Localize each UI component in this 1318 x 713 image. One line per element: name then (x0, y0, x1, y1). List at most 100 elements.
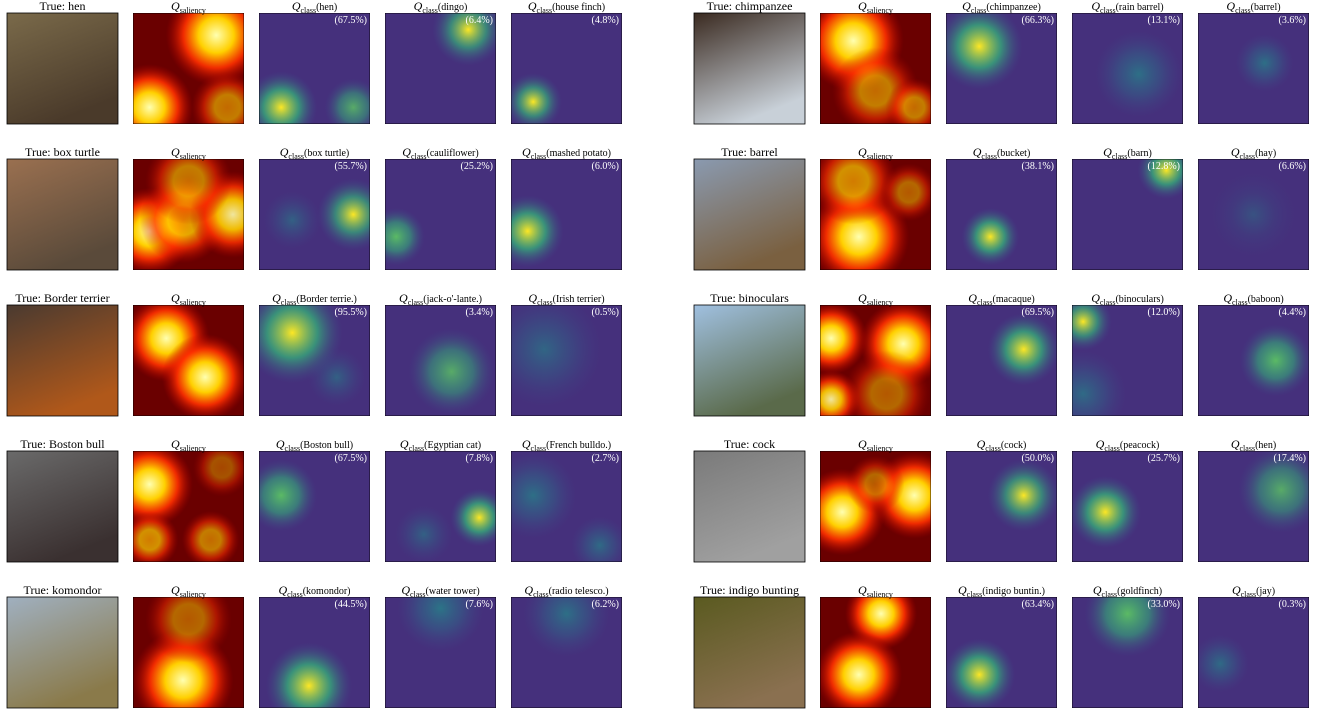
title-subscript: class (287, 590, 303, 599)
title-symbol: Q (968, 291, 977, 305)
map-title: Qsaliency (858, 145, 893, 161)
title-symbol: Q (171, 145, 180, 159)
title-subscript: class (1112, 152, 1128, 161)
map-title: Qsaliency (858, 583, 893, 599)
map-title: Qclass(goldfinch) (1093, 583, 1162, 599)
heatmap (385, 597, 496, 708)
title-symbol: Q (522, 145, 531, 159)
class-probability: (2.7%) (592, 453, 620, 464)
class-label: (Border terrie.) (296, 294, 357, 305)
title-subscript: class (301, 6, 317, 15)
heatmap-blob (133, 64, 193, 124)
title-symbol: Q (1093, 583, 1102, 597)
heatmap-blob (191, 71, 244, 124)
title-symbol: Q (858, 145, 867, 159)
heatmap (511, 159, 622, 270)
map-title: Qclass(Egyptian cat) (400, 437, 481, 453)
title-symbol: Q (522, 437, 531, 451)
heatmap (1072, 13, 1183, 124)
heatmap-blob (820, 631, 903, 708)
title-symbol: Q (977, 437, 986, 451)
heatmap (133, 451, 244, 562)
title-symbol: Q (280, 145, 289, 159)
heatmap-blob (259, 459, 318, 532)
heatmap-blob (397, 597, 484, 652)
class-label: (Irish terrier) (553, 294, 605, 305)
class-label: (barrel) (1251, 2, 1281, 13)
heatmap-blob (324, 78, 370, 124)
map-title: Qclass(bucket) (973, 145, 1031, 161)
heatmap-blob (820, 305, 868, 375)
heatmap-blob (1198, 634, 1250, 693)
map-title: Qsaliency (171, 291, 206, 307)
heatmap-blob (879, 163, 931, 222)
title-symbol: Q (1103, 145, 1112, 159)
title-subscript: class (1235, 6, 1251, 15)
heatmap (1198, 159, 1309, 270)
map-title: Qclass(Boston bull) (276, 437, 353, 453)
map-title: Qclass(macaque) (968, 291, 1034, 307)
heatmap-blob (820, 159, 897, 225)
class-label: (baboon) (1248, 294, 1284, 305)
class-label: (rain barrel) (1116, 2, 1164, 13)
heatmap-blob (987, 313, 1057, 386)
heatmap-blob (987, 459, 1057, 532)
class-label: (cock) (1001, 440, 1027, 451)
title-subscript: saliency (180, 152, 206, 161)
title-symbol: Q (528, 291, 537, 305)
title-symbol: Q (292, 0, 301, 13)
true-label: True: komondor (24, 583, 102, 597)
heatmap (1198, 597, 1309, 708)
title-subscript: class (408, 298, 424, 307)
heatmap (385, 305, 496, 416)
class-label: (hen) (1255, 440, 1276, 451)
heatmap (1198, 305, 1309, 416)
map-title: Qclass(chimpanzee) (962, 0, 1041, 15)
class-label: (barn) (1127, 148, 1151, 159)
class-probability: (38.1%) (1022, 161, 1055, 172)
heatmap-blob (885, 78, 931, 124)
title-symbol: Q (400, 437, 409, 451)
class-probability: (6.6%) (1279, 161, 1307, 172)
heatmap (511, 597, 622, 708)
title-subscript: class (409, 444, 425, 453)
title-symbol: Q (1226, 0, 1235, 13)
title-subscript: class (1104, 444, 1120, 453)
map-title: Qclass(water tower) (401, 583, 479, 599)
class-probability: (7.6%) (466, 599, 494, 610)
class-probability: (3.6%) (1279, 15, 1307, 26)
title-symbol: Q (858, 0, 867, 13)
class-label: (hay) (1255, 148, 1276, 159)
heatmap-blob (511, 452, 577, 539)
class-probability: (0.3%) (1279, 599, 1307, 610)
title-subscript: class (1240, 444, 1256, 453)
heatmap-blob (408, 328, 495, 415)
title-subscript: class (411, 152, 427, 161)
title-subscript: class (1241, 590, 1257, 599)
title-symbol: Q (1091, 0, 1100, 13)
title-subscript: class (1100, 298, 1116, 307)
map-title: Qsaliency (171, 0, 206, 15)
map-title: Qclass(cauliflower) (402, 145, 478, 161)
true-label: True: cock (724, 437, 775, 451)
heatmap (946, 451, 1057, 562)
map-title: Qclass(peacock) (1096, 437, 1160, 453)
heatmap-blob (181, 510, 240, 562)
heatmap (133, 159, 244, 270)
class-probability: (44.5%) (335, 599, 368, 610)
true-label: True: Border terrier (15, 291, 109, 305)
class-label: (house finch) (552, 2, 605, 13)
heatmap (385, 451, 496, 562)
heatmap (1072, 305, 1183, 416)
title-subscript: class (533, 590, 549, 599)
heatmap-blob (1239, 324, 1309, 397)
heatmap-blob (161, 333, 244, 416)
title-symbol: Q (1231, 145, 1240, 159)
title-subscript: class (1100, 6, 1116, 15)
heatmap-blob (394, 505, 453, 562)
map-title: Qclass(house finch) (528, 0, 605, 15)
class-probability: (0.5%) (592, 307, 620, 318)
heatmap (820, 13, 931, 124)
title-subscript: class (537, 298, 553, 307)
